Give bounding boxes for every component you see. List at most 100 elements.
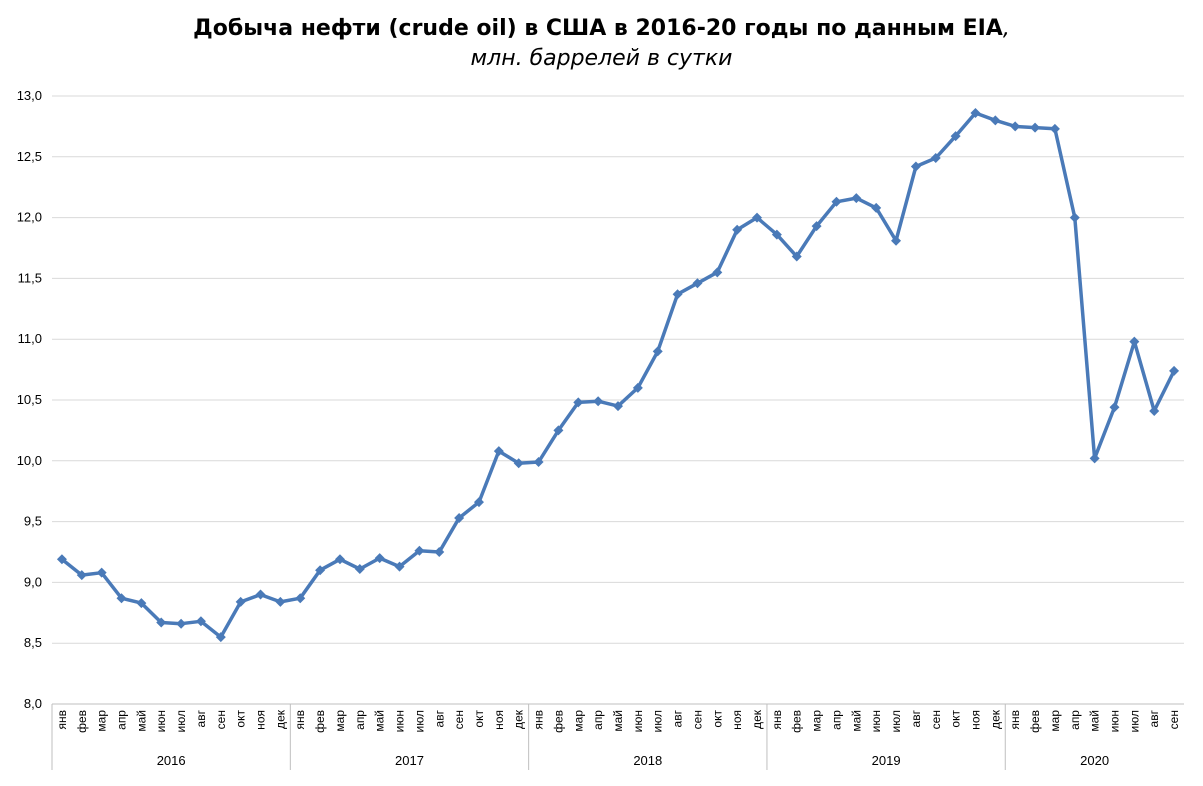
x-tick-label: янв bbox=[293, 710, 307, 730]
data-point bbox=[315, 565, 326, 576]
x-tick-label: янв bbox=[55, 710, 69, 730]
y-tick-label: 8,5 bbox=[24, 635, 42, 650]
series-oil-production bbox=[56, 108, 1180, 643]
chart-title-main: Добыча нефти (crude oil) в США в 2016-20… bbox=[193, 16, 1003, 41]
x-tick-label: окт bbox=[472, 710, 486, 728]
data-point bbox=[1069, 212, 1080, 223]
x-tick-label: янв bbox=[532, 710, 546, 730]
data-point bbox=[851, 193, 862, 204]
data-point bbox=[712, 267, 723, 278]
data-point bbox=[970, 108, 981, 119]
data-point bbox=[672, 289, 683, 300]
x-tick-label: июл bbox=[889, 710, 903, 732]
y-tick-label: 9,0 bbox=[24, 574, 42, 589]
y-tick-label: 9,5 bbox=[24, 514, 42, 529]
data-point bbox=[275, 596, 286, 607]
year-label: 2019 bbox=[872, 753, 901, 768]
x-tick-label: июл bbox=[1127, 710, 1141, 732]
data-point bbox=[910, 161, 921, 172]
x-tick-label: сен bbox=[214, 710, 228, 729]
data-point bbox=[632, 382, 643, 393]
data-point bbox=[1089, 453, 1100, 464]
data-point bbox=[811, 221, 822, 232]
x-tick-label: ноя bbox=[492, 710, 506, 730]
data-point bbox=[295, 593, 306, 604]
chart-title: Добыча нефти (crude oil) в США в 2016-20… bbox=[0, 14, 1203, 74]
data-point bbox=[1109, 402, 1120, 413]
x-tick-label: июн bbox=[631, 710, 645, 732]
data-point bbox=[156, 617, 167, 628]
data-point bbox=[692, 278, 703, 289]
x-tick-label: окт bbox=[949, 710, 963, 728]
x-tick-label: апр bbox=[353, 710, 367, 730]
data-point bbox=[434, 547, 445, 557]
year-label: 2017 bbox=[395, 753, 424, 768]
data-point bbox=[1030, 122, 1041, 133]
x-tick-label: фев bbox=[313, 710, 327, 733]
x-tick-label: июн bbox=[869, 710, 883, 732]
x-tick-label: авг bbox=[1147, 709, 1161, 727]
x-tick-label: фев bbox=[75, 710, 89, 733]
x-tick-label: янв bbox=[1008, 710, 1022, 730]
x-tick-label: ноя bbox=[730, 710, 744, 730]
y-tick-label: 13,0 bbox=[17, 88, 42, 103]
data-point bbox=[96, 567, 107, 578]
x-tick-label: май bbox=[134, 710, 148, 732]
x-tick-label: сен bbox=[1167, 710, 1181, 729]
x-tick-label: июн bbox=[393, 710, 407, 732]
data-point bbox=[235, 596, 246, 607]
data-point bbox=[76, 570, 87, 581]
x-tick-label: июн bbox=[154, 710, 168, 732]
data-point bbox=[1129, 336, 1140, 347]
data-point bbox=[116, 593, 127, 604]
x-tick-label: сен bbox=[690, 710, 704, 729]
x-tick-label: май bbox=[849, 710, 863, 732]
x-tick-label: май bbox=[373, 710, 387, 732]
data-point bbox=[493, 446, 504, 457]
y-tick-label: 11,5 bbox=[18, 270, 42, 285]
data-point bbox=[1049, 123, 1060, 134]
data-point bbox=[533, 457, 544, 468]
x-tick-label: янв bbox=[770, 710, 784, 730]
series-line bbox=[60, 111, 1176, 639]
data-point bbox=[553, 425, 564, 436]
data-point bbox=[613, 401, 623, 412]
x-tick-label: дек bbox=[512, 709, 526, 729]
data-point bbox=[652, 346, 663, 357]
year-label: 2018 bbox=[633, 753, 662, 768]
x-tick-label: дек bbox=[988, 709, 1002, 729]
x-tick-label: авг bbox=[671, 709, 685, 727]
data-point bbox=[374, 553, 385, 564]
data-point bbox=[56, 554, 67, 565]
chart-title-comma: , bbox=[1002, 16, 1010, 41]
x-tick-label: фев bbox=[551, 710, 565, 733]
x-tick-label: мар bbox=[571, 710, 585, 732]
data-point bbox=[1149, 405, 1160, 416]
x-tick-label: сен bbox=[452, 710, 466, 729]
data-point bbox=[771, 229, 782, 240]
y-tick-label: 10,0 bbox=[17, 453, 42, 468]
x-tick-label: июл bbox=[651, 710, 665, 732]
y-tick-label: 8,0 bbox=[24, 696, 42, 711]
x-tick-label: авг bbox=[909, 709, 923, 727]
x-tick-label: авг bbox=[432, 709, 446, 727]
gridlines bbox=[52, 95, 1184, 644]
data-point bbox=[454, 512, 465, 523]
data-point bbox=[891, 235, 902, 246]
x-tick-label: апр bbox=[1068, 710, 1082, 730]
x-tick-label: авг bbox=[194, 709, 208, 727]
data-point bbox=[593, 396, 604, 407]
x-tick-label: июл bbox=[174, 710, 188, 732]
data-point bbox=[732, 224, 743, 235]
x-tick-label: окт bbox=[710, 710, 724, 728]
data-point bbox=[255, 589, 266, 600]
data-point bbox=[215, 632, 226, 643]
data-point bbox=[334, 554, 345, 565]
x-tick-label: май bbox=[611, 710, 625, 732]
y-axis: 8,0 8,5 9,0 9,5 10,0 10,5 11,0 11,5 12,0 12,5 13,0 bbox=[17, 88, 42, 711]
data-point bbox=[752, 212, 763, 223]
x-tick-label: ноя bbox=[254, 710, 268, 730]
x-tick-label: июл bbox=[412, 710, 426, 732]
data-point bbox=[136, 598, 147, 609]
